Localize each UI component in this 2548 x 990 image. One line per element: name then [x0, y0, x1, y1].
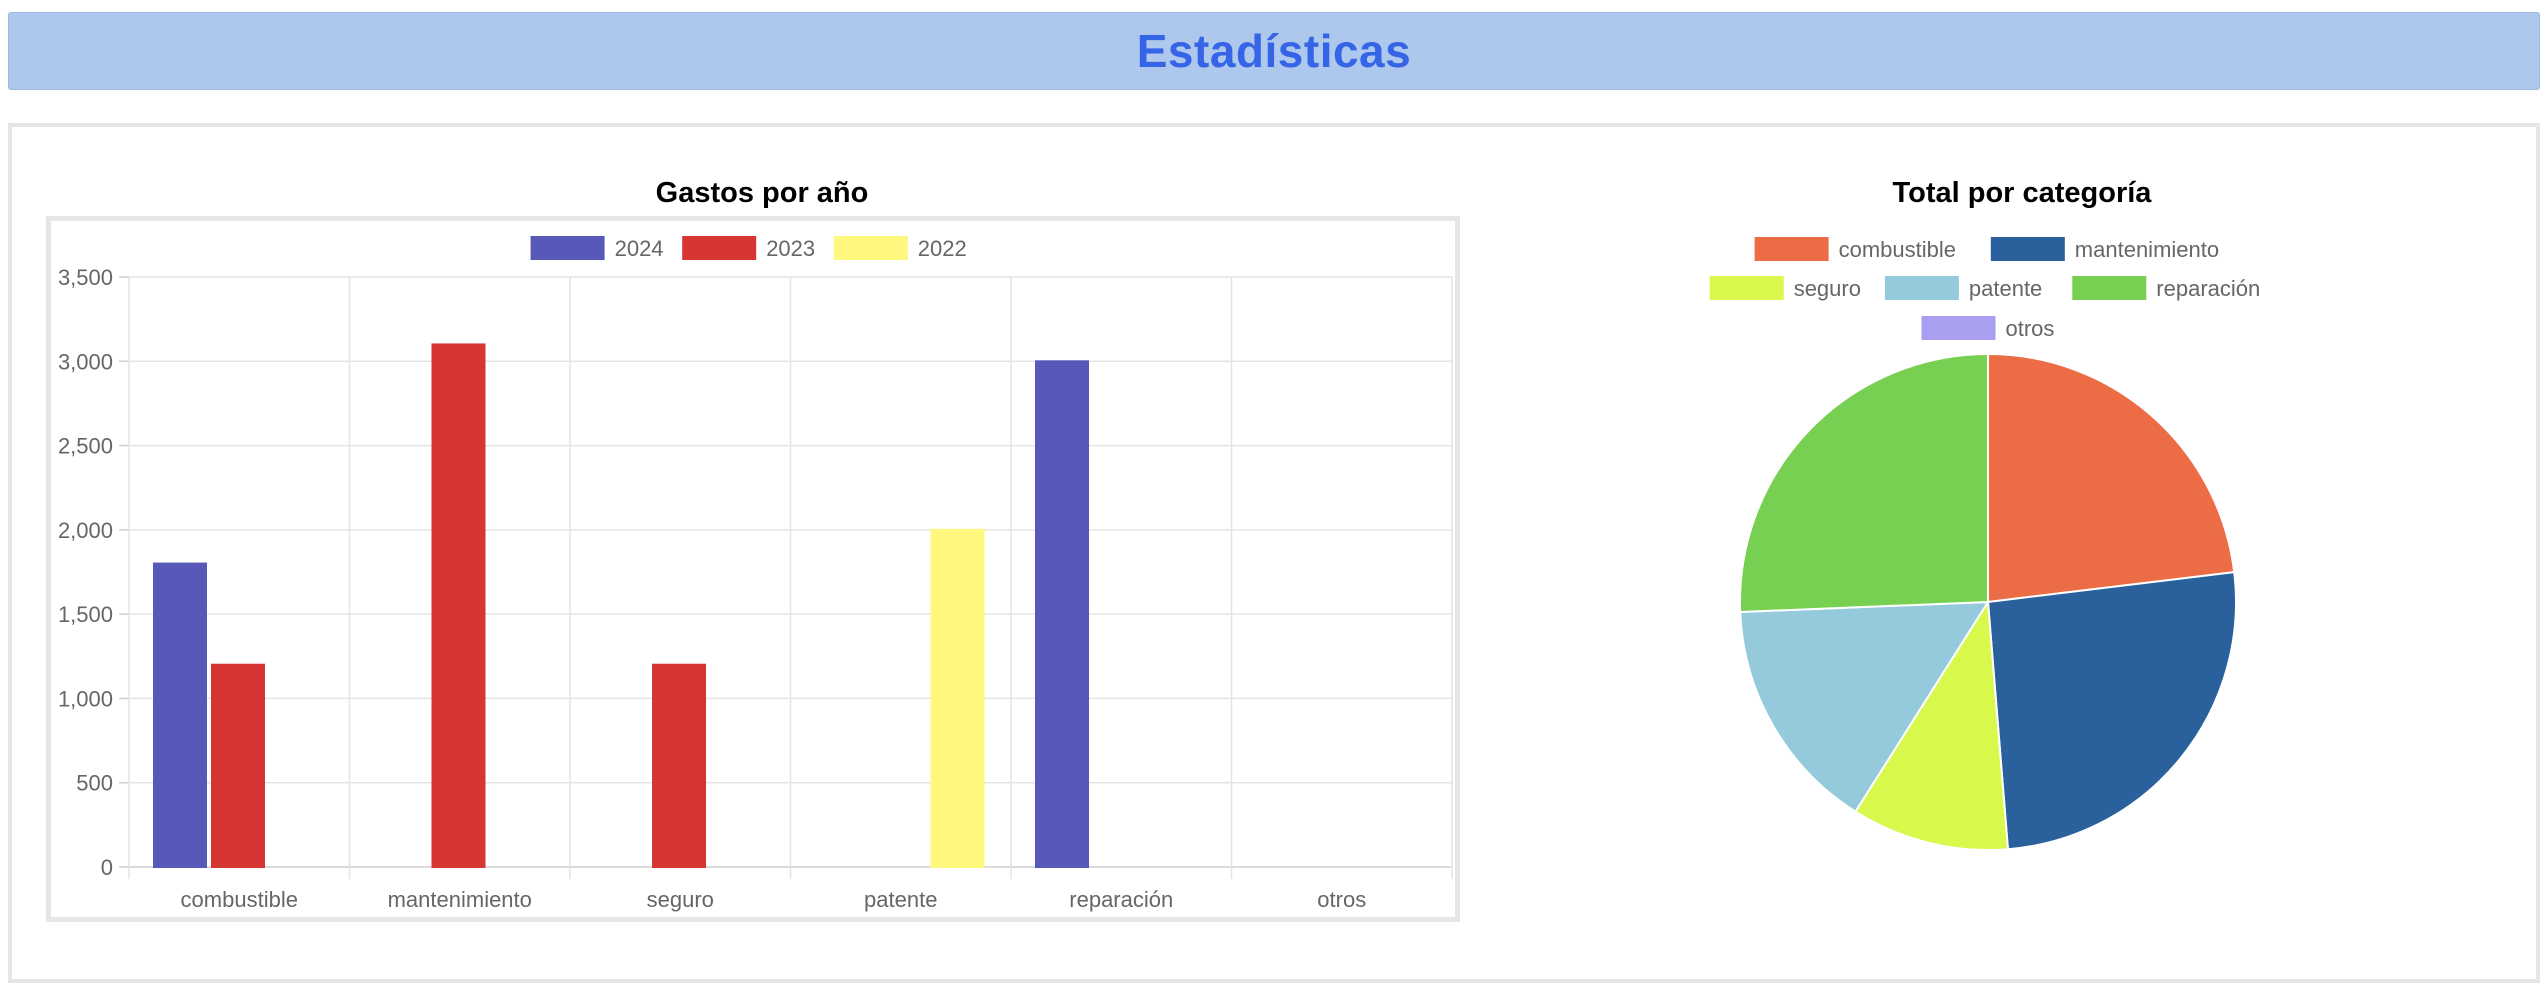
legend-swatch-reparación[interactable] [2072, 276, 2147, 300]
pie-slice-patente[interactable] [1739, 600, 1990, 813]
legend-swatch-2023[interactable] [682, 236, 757, 260]
legend-label-reparación[interactable]: reparación [2156, 276, 2260, 301]
legend-swatch-combustible[interactable] [1754, 237, 1829, 261]
pie-slice-mantenimiento[interactable] [1986, 570, 2237, 851]
x-tick-label: patente [864, 887, 937, 912]
y-tick-label: 3,500 [58, 265, 113, 290]
stats-panel: Gastos por año 0 500 1,000 1,500 2,000 2,500 3… [8, 123, 2540, 983]
legend-swatch-otros[interactable] [1921, 316, 1996, 340]
bar-2023-seguro[interactable] [652, 663, 706, 869]
x-tick-label: otros [1317, 887, 1366, 912]
page-header: Estadísticas [8, 12, 2540, 90]
bar-chart: 0 500 1,000 1,500 2,000 2,500 3,000 3,500 combus… [58, 236, 1453, 912]
pie-slice-combustible[interactable] [1987, 352, 2236, 604]
legend-label-patente[interactable]: patente [1969, 276, 2042, 301]
bar-chart-title: Gastos por año [655, 177, 869, 209]
y-tick-label: 500 [76, 771, 113, 796]
legend-label-mantenimiento[interactable]: mantenimiento [2075, 237, 2219, 262]
pie-slice-reparación[interactable] [1739, 352, 1989, 614]
legend-swatch-seguro[interactable] [1709, 276, 1784, 300]
pie-chart-title: Total por categoría [1892, 177, 2152, 209]
x-tick-label: combustible [181, 887, 298, 912]
bar-2024-reparación[interactable] [1035, 360, 1089, 869]
legend-label-2024[interactable]: 2024 [615, 236, 664, 261]
x-tick-label: reparación [1069, 887, 1173, 912]
bar-2023-mantenimiento[interactable] [431, 343, 486, 868]
legend-swatch-patente[interactable] [1884, 276, 1959, 300]
legend-swatch-2024[interactable] [530, 236, 605, 260]
y-tick-label: 3,000 [58, 349, 113, 374]
y-tick-label: 2,500 [58, 434, 113, 459]
legend-label-2023[interactable]: 2023 [766, 236, 815, 261]
bar-chart-frame [46, 216, 1460, 922]
legend-swatch-mantenimiento[interactable] [1990, 237, 2065, 261]
legend-label-combustible[interactable]: combustible [1839, 237, 1956, 262]
y-tick-label: 0 [101, 855, 113, 880]
legend-swatch-2022[interactable] [833, 236, 908, 260]
legend-label-2022[interactable]: 2022 [918, 236, 967, 261]
legend-label-otros[interactable]: otros [2006, 316, 2055, 341]
page-title: Estadísticas [1136, 25, 1412, 77]
x-tick-label: seguro [647, 887, 714, 912]
pie-chart: combustible mantenimiento seguro patente rep… [1709, 237, 2260, 851]
bar-2022-patente[interactable] [930, 528, 985, 868]
y-tick-label: 1,500 [58, 602, 113, 627]
y-tick-label: 2,000 [58, 518, 113, 543]
x-tick-label: mantenimiento [388, 887, 532, 912]
bar-2023-combustible[interactable] [211, 663, 265, 869]
pie-slice-seguro[interactable] [1854, 598, 2010, 851]
y-tick-label: 1,000 [58, 686, 113, 711]
bar-2024-combustible[interactable] [153, 562, 207, 868]
legend-label-seguro[interactable]: seguro [1794, 276, 1861, 301]
